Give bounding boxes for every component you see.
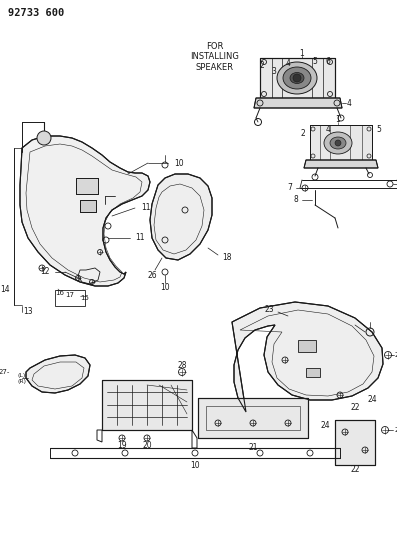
Text: 13: 13 (23, 308, 33, 317)
Bar (306, 368, 320, 377)
Text: 22: 22 (350, 465, 360, 474)
Polygon shape (102, 380, 192, 430)
Text: 5: 5 (312, 58, 318, 67)
Text: 8: 8 (293, 196, 298, 205)
Text: 12: 12 (40, 268, 50, 277)
Text: 92733 600: 92733 600 (8, 8, 64, 18)
Bar (80, 200, 96, 212)
Text: 4: 4 (347, 99, 351, 108)
Text: 7: 7 (287, 183, 292, 192)
Bar (76, 178, 98, 194)
Text: 27-: 27- (0, 369, 10, 375)
Bar (298, 340, 316, 352)
Text: 3: 3 (272, 68, 276, 77)
Text: 21: 21 (248, 443, 258, 453)
Ellipse shape (290, 72, 304, 84)
Text: 24: 24 (320, 421, 330, 430)
Text: 20: 20 (142, 441, 152, 450)
Text: (L): (L) (18, 374, 26, 378)
Bar (76, 178, 98, 194)
Ellipse shape (330, 137, 346, 149)
Text: 17: 17 (66, 292, 75, 298)
Text: 10: 10 (190, 462, 200, 471)
Text: 24: 24 (367, 395, 377, 405)
Polygon shape (254, 98, 342, 108)
Ellipse shape (324, 132, 352, 154)
Text: 23: 23 (264, 305, 274, 314)
Polygon shape (20, 136, 150, 286)
Text: 19: 19 (117, 441, 127, 450)
Text: 4: 4 (326, 125, 330, 134)
Polygon shape (335, 420, 375, 465)
Text: 25: 25 (395, 352, 397, 358)
Text: 2: 2 (300, 128, 305, 138)
Text: 5: 5 (376, 125, 381, 134)
Text: 14: 14 (0, 286, 10, 295)
Text: 15: 15 (80, 295, 89, 301)
Text: 18: 18 (222, 254, 231, 262)
Text: (R): (R) (18, 379, 27, 384)
Polygon shape (150, 174, 212, 260)
Polygon shape (310, 125, 372, 160)
Polygon shape (26, 355, 90, 393)
Polygon shape (198, 398, 308, 438)
Text: 1: 1 (300, 49, 304, 58)
Text: 4: 4 (285, 59, 291, 68)
Ellipse shape (277, 62, 317, 94)
Text: 1: 1 (335, 116, 340, 125)
Text: 11: 11 (135, 233, 145, 243)
Circle shape (37, 131, 51, 145)
Polygon shape (232, 302, 383, 412)
Text: 2: 2 (260, 61, 264, 69)
Text: FOR
INSTALLING
SPEAKER: FOR INSTALLING SPEAKER (191, 42, 239, 72)
Bar (206, 406, 300, 430)
Ellipse shape (283, 67, 311, 89)
Text: 10: 10 (174, 158, 184, 167)
Text: 10: 10 (160, 282, 170, 292)
Polygon shape (260, 58, 335, 98)
Text: 28: 28 (177, 360, 187, 369)
Text: 16: 16 (56, 290, 64, 296)
Bar (80, 200, 96, 212)
Text: 26: 26 (147, 271, 157, 279)
Circle shape (335, 140, 341, 146)
Text: 11: 11 (141, 203, 150, 212)
Bar (55, 290, 85, 306)
Text: 22: 22 (350, 403, 360, 413)
Polygon shape (304, 160, 378, 168)
Text: 25: 25 (395, 427, 397, 433)
Text: 6: 6 (326, 58, 330, 67)
Circle shape (293, 74, 301, 82)
